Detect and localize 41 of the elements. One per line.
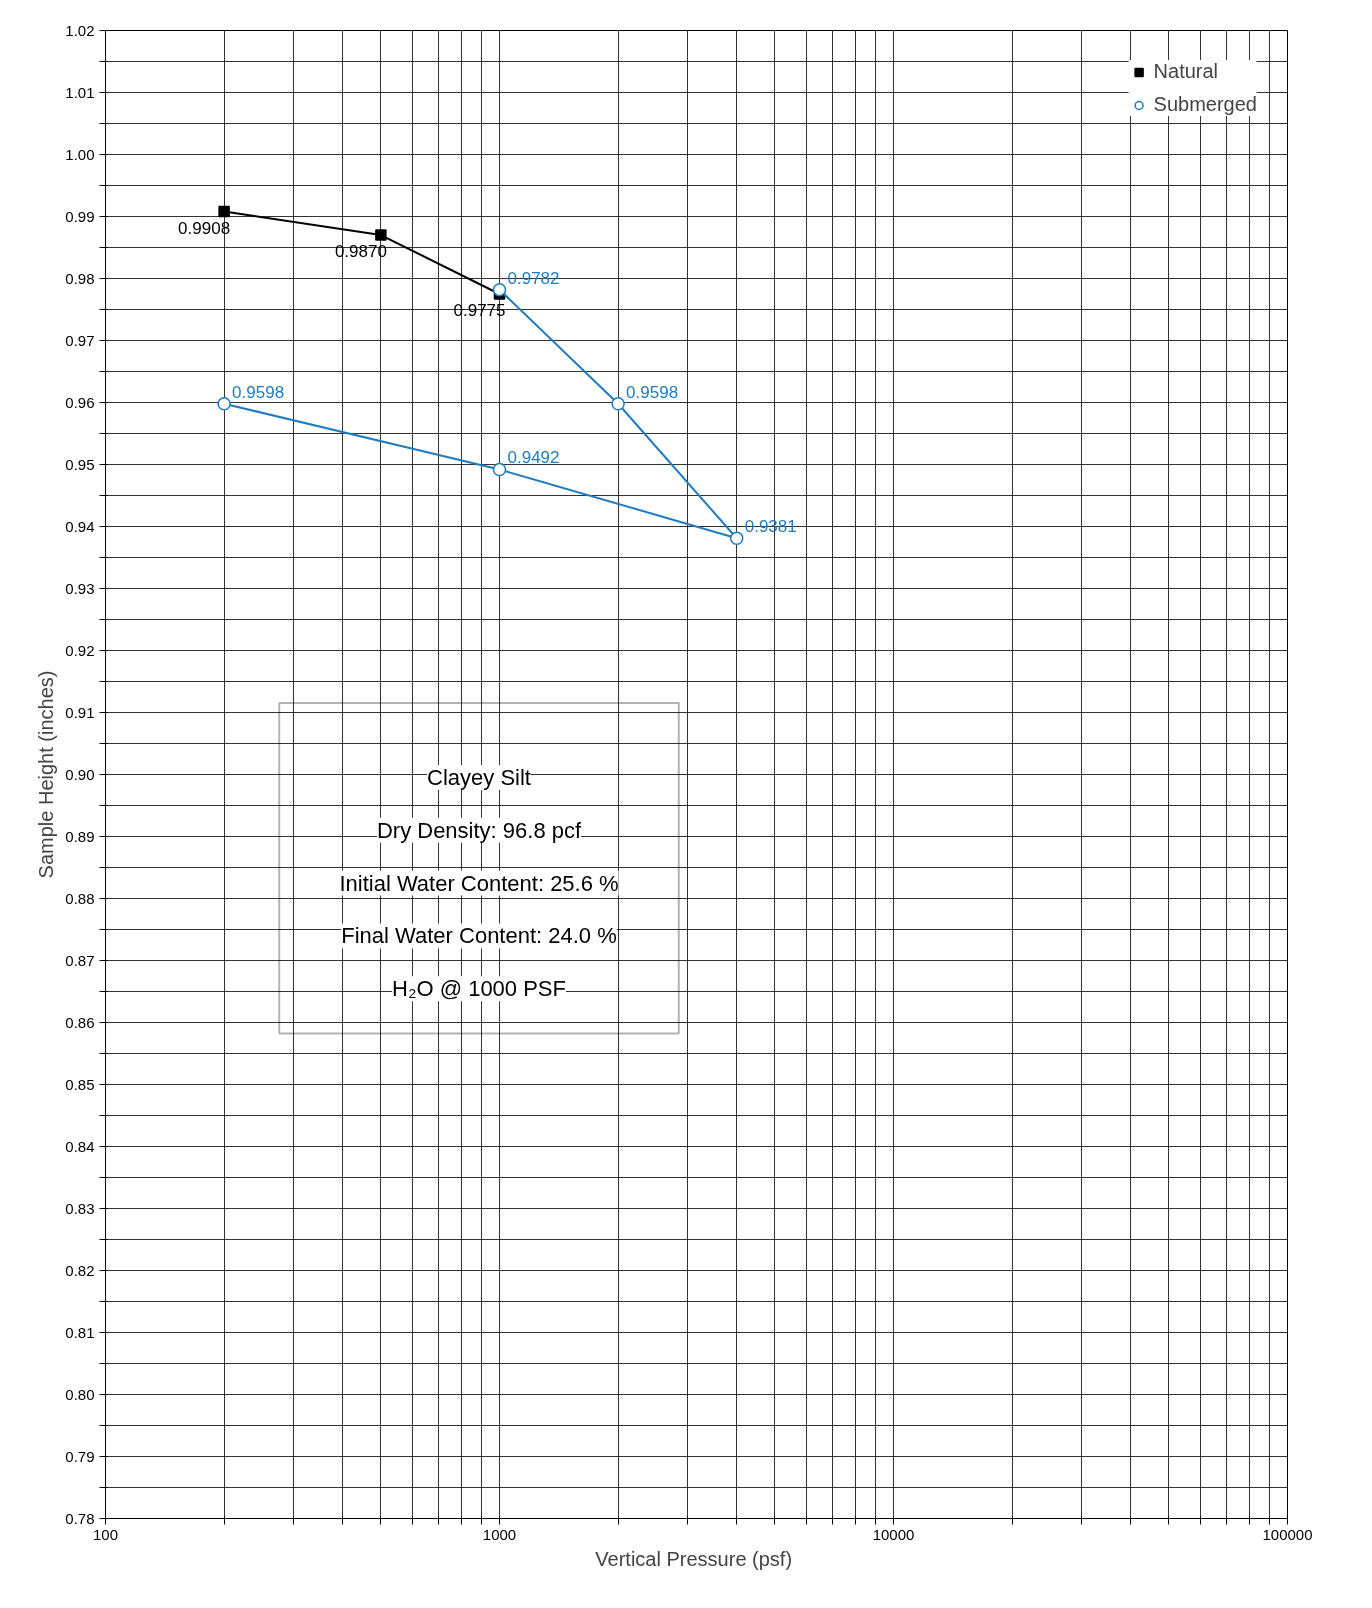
annotation: Initial Water Content: 25.6 % (339, 870, 619, 896)
x-tick-label: 10000 (872, 1525, 915, 1543)
y-tick-label: 0.92 (65, 641, 95, 659)
y-tick-label: 0.82 (65, 1261, 95, 1279)
y-tick-label: 0.80 (65, 1385, 95, 1403)
y-tick-label: 0.95 (65, 455, 95, 473)
y-tick-label: 0.86 (65, 1013, 95, 1031)
annotation: Dry Density: 96.8 pcf (376, 817, 582, 843)
legend-label: Natural (1153, 60, 1219, 83)
y-tick-label: 0.79 (65, 1447, 95, 1465)
annotation: Clayey Silt (427, 764, 531, 790)
x-axis-title: Vertical Pressure (psf) (595, 1547, 793, 1570)
y-tick-label: 0.78 (65, 1509, 95, 1527)
y-tick-label: 0.88 (65, 889, 95, 907)
legend-label: Submerged (1153, 93, 1257, 116)
y-tick-label: 0.91 (65, 703, 95, 721)
y-tick-label: 0.96 (65, 393, 95, 411)
y-axis-title: Sample Height (inches) (35, 670, 58, 879)
x-tick-label: 100 (92, 1525, 119, 1543)
x-tick-label: 1000 (482, 1525, 517, 1543)
y-tick-label: 0.89 (65, 827, 95, 845)
annotation: H₂O @ 1000 PSF (392, 976, 566, 1002)
y-tick-label: 0.83 (65, 1199, 95, 1217)
y-tick-label: 0.85 (65, 1075, 95, 1093)
y-tick-label: 1.02 (65, 21, 95, 39)
y-tick-label: 0.84 (65, 1137, 95, 1155)
data-label: 0.9492 (507, 448, 560, 468)
y-tick-label: 0.87 (65, 951, 95, 969)
x-tick-label: 100000 (1262, 1525, 1313, 1543)
y-tick-label: 0.98 (65, 269, 95, 287)
y-tick-label: 0.97 (65, 331, 95, 349)
y-tick-label: 1.01 (65, 83, 95, 101)
y-tick-label: 0.94 (65, 517, 95, 535)
y-tick-label: 0.99 (65, 207, 95, 225)
y-tick-label: 0.93 (65, 579, 95, 597)
y-tick-label: 1.00 (65, 145, 95, 163)
data-label: 0.9598 (626, 382, 679, 402)
y-tick-label: 0.81 (65, 1323, 95, 1341)
annotation: Final Water Content: 24.0 % (341, 923, 617, 949)
y-tick-label: 0.90 (65, 765, 95, 783)
data-label: 0.9598 (232, 382, 285, 402)
